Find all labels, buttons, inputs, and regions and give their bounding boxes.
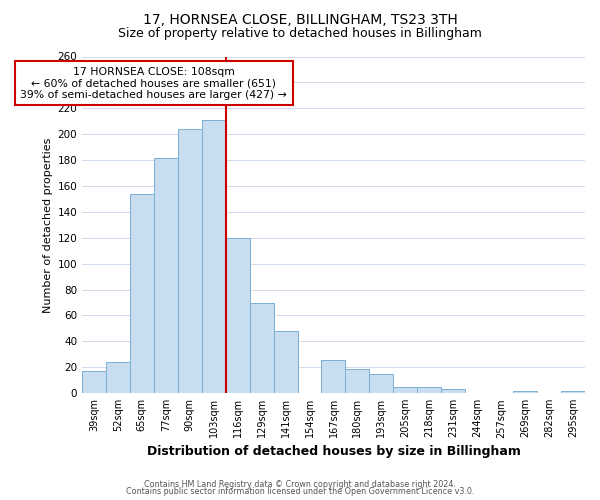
Bar (178, 129, 202, 393)
Bar (250, 302, 274, 393)
Bar (322, 360, 346, 393)
Text: 17, HORNSEA CLOSE, BILLINGHAM, TS23 3TH: 17, HORNSEA CLOSE, BILLINGHAM, TS23 3TH (143, 12, 457, 26)
Text: 17 HORNSEA CLOSE: 108sqm
← 60% of detached houses are smaller (651)
39% of semi-: 17 HORNSEA CLOSE: 108sqm ← 60% of detach… (20, 67, 287, 100)
Bar (418, 386, 441, 393)
Bar (202, 120, 226, 393)
Bar (561, 390, 585, 393)
Bar (130, 194, 154, 393)
Bar (394, 386, 418, 393)
Text: Contains public sector information licensed under the Open Government Licence v3: Contains public sector information licen… (126, 488, 474, 496)
Text: Contains HM Land Registry data © Crown copyright and database right 2024.: Contains HM Land Registry data © Crown c… (144, 480, 456, 489)
Bar (346, 368, 370, 393)
X-axis label: Distribution of detached houses by size in Billingham: Distribution of detached houses by size … (146, 444, 520, 458)
Bar (274, 331, 298, 393)
Bar (513, 390, 537, 393)
Bar (441, 390, 465, 393)
Bar (154, 158, 178, 393)
Bar (106, 362, 130, 393)
Y-axis label: Number of detached properties: Number of detached properties (43, 137, 53, 312)
Bar (226, 238, 250, 393)
Bar (370, 374, 394, 393)
Text: Size of property relative to detached houses in Billingham: Size of property relative to detached ho… (118, 28, 482, 40)
Bar (82, 371, 106, 393)
